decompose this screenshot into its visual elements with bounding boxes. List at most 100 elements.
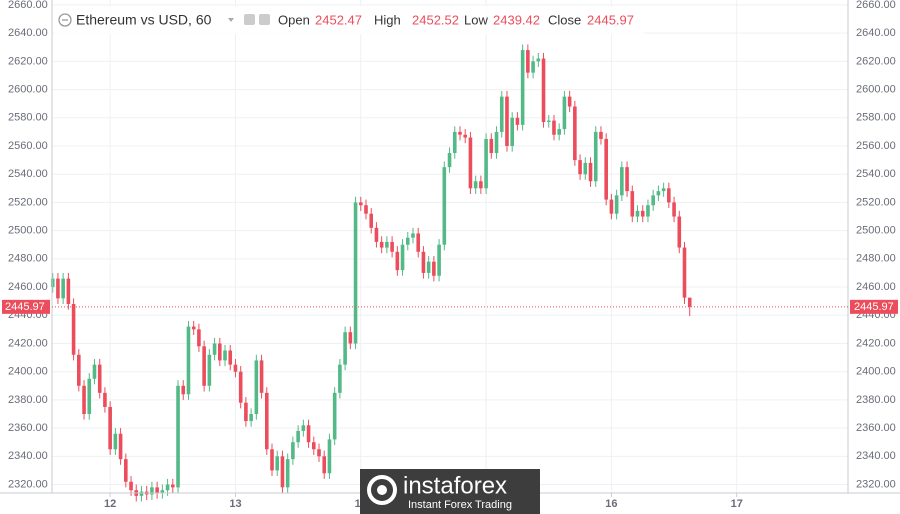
candle-body — [181, 385, 186, 395]
candle-body — [202, 346, 206, 386]
candle-body — [233, 364, 238, 372]
candle-body — [682, 247, 687, 298]
candle-body — [291, 442, 295, 460]
candle-body — [317, 449, 321, 457]
candle-body — [77, 354, 81, 386]
y-tick-label: 2420.00 — [8, 337, 48, 349]
symbol-icon — [58, 13, 72, 27]
candle-body — [656, 191, 661, 196]
candle-body — [411, 233, 415, 238]
close-value: 2445.97 — [587, 12, 634, 27]
candle-body — [165, 484, 170, 491]
candle-body — [103, 392, 107, 407]
candle-body — [327, 439, 332, 474]
candle-body — [92, 364, 97, 379]
header-bg — [54, 6, 644, 34]
candle-body — [687, 297, 692, 307]
candle-body — [479, 181, 483, 189]
watermark-bg — [360, 469, 540, 514]
watermark: instaforex Instant Forex Trading — [360, 469, 540, 514]
candle-body — [661, 188, 666, 192]
candle-body — [61, 278, 65, 299]
candle-body — [651, 195, 655, 206]
candle-body — [311, 442, 316, 450]
candle-body — [447, 153, 452, 168]
candle-body — [254, 360, 259, 415]
y-tick-label: 2460.00 — [856, 281, 896, 293]
candle-body — [228, 350, 233, 365]
y-tick-label: 2320.00 — [856, 478, 896, 490]
candle-body — [437, 244, 441, 276]
candle-body — [573, 106, 577, 161]
candle-body — [155, 487, 159, 493]
candle-body — [374, 227, 379, 242]
candle-body — [171, 484, 175, 488]
y-tick-label: 2520.00 — [8, 196, 48, 208]
candle-body — [442, 167, 447, 245]
y-tick-label: 2320.00 — [8, 478, 48, 490]
y-tick-label: 2620.00 — [8, 55, 48, 67]
candle-body — [296, 430, 300, 443]
candle-body — [217, 343, 222, 361]
candle-body — [499, 96, 504, 132]
candle-body — [421, 251, 426, 273]
low-label: Low — [464, 12, 488, 27]
y-tick-label: 2500.00 — [8, 225, 48, 237]
x-tick-label: 13 — [229, 498, 241, 510]
candle-body — [426, 261, 431, 273]
y-tick-label: 2600.00 — [8, 83, 48, 95]
icon — [244, 14, 255, 25]
candle-body — [552, 120, 556, 135]
candle-body — [223, 350, 227, 361]
candle-body — [635, 210, 640, 217]
candle-body — [416, 233, 421, 252]
candle-body — [520, 50, 525, 125]
candle-body — [129, 481, 133, 491]
dropdown-arrow — [228, 18, 234, 22]
candle-body — [264, 392, 269, 450]
last-price-tag-right — [850, 299, 898, 314]
candle-body — [578, 160, 582, 175]
y-tick-label: 2540.00 — [8, 168, 48, 180]
candle-body — [306, 425, 311, 443]
chart-title: Ethereum vs USD, 60 — [76, 12, 212, 28]
candle-body — [536, 58, 541, 62]
y-tick-label: 2400.00 — [856, 366, 896, 378]
candle-body — [390, 241, 394, 252]
candle-body — [526, 50, 530, 73]
y-tick-label: 2660.00 — [8, 0, 48, 11]
candle-body — [139, 491, 144, 496]
candle-body — [82, 385, 86, 415]
candle-body — [275, 456, 280, 471]
candle-body — [249, 414, 253, 422]
candle-body — [484, 138, 488, 189]
candle-body — [207, 354, 212, 386]
low-value: 2439.42 — [493, 12, 540, 27]
candle-body — [473, 181, 478, 189]
candle-body — [118, 433, 123, 460]
candle-body — [280, 456, 285, 488]
candle-body — [369, 213, 374, 228]
candle-body — [515, 117, 520, 125]
y-tick-label: 2520.00 — [856, 196, 896, 208]
y-tick-label: 2380.00 — [856, 394, 896, 406]
y-tick-label: 2620.00 — [856, 55, 896, 67]
candle-body — [458, 131, 462, 135]
grid — [52, 0, 848, 493]
candle-body — [259, 360, 264, 393]
candle-body — [510, 117, 514, 146]
candle-body — [108, 406, 112, 450]
y-tick-label: 2480.00 — [856, 253, 896, 265]
y-tick-label: 2380.00 — [8, 394, 48, 406]
watermark-tagline: Instant Forex Trading — [408, 499, 512, 511]
candle-body — [593, 131, 598, 182]
candle-body — [614, 195, 619, 214]
y-tick-label: 2640.00 — [856, 27, 896, 39]
x-tick-label: 17 — [731, 498, 743, 510]
price-line-group: 2445.97 2445.97 — [2, 299, 898, 314]
candle-body — [452, 131, 457, 154]
candle-body — [677, 216, 682, 248]
candle-body — [56, 278, 60, 299]
y-tick-label: 2460.00 — [8, 281, 48, 293]
